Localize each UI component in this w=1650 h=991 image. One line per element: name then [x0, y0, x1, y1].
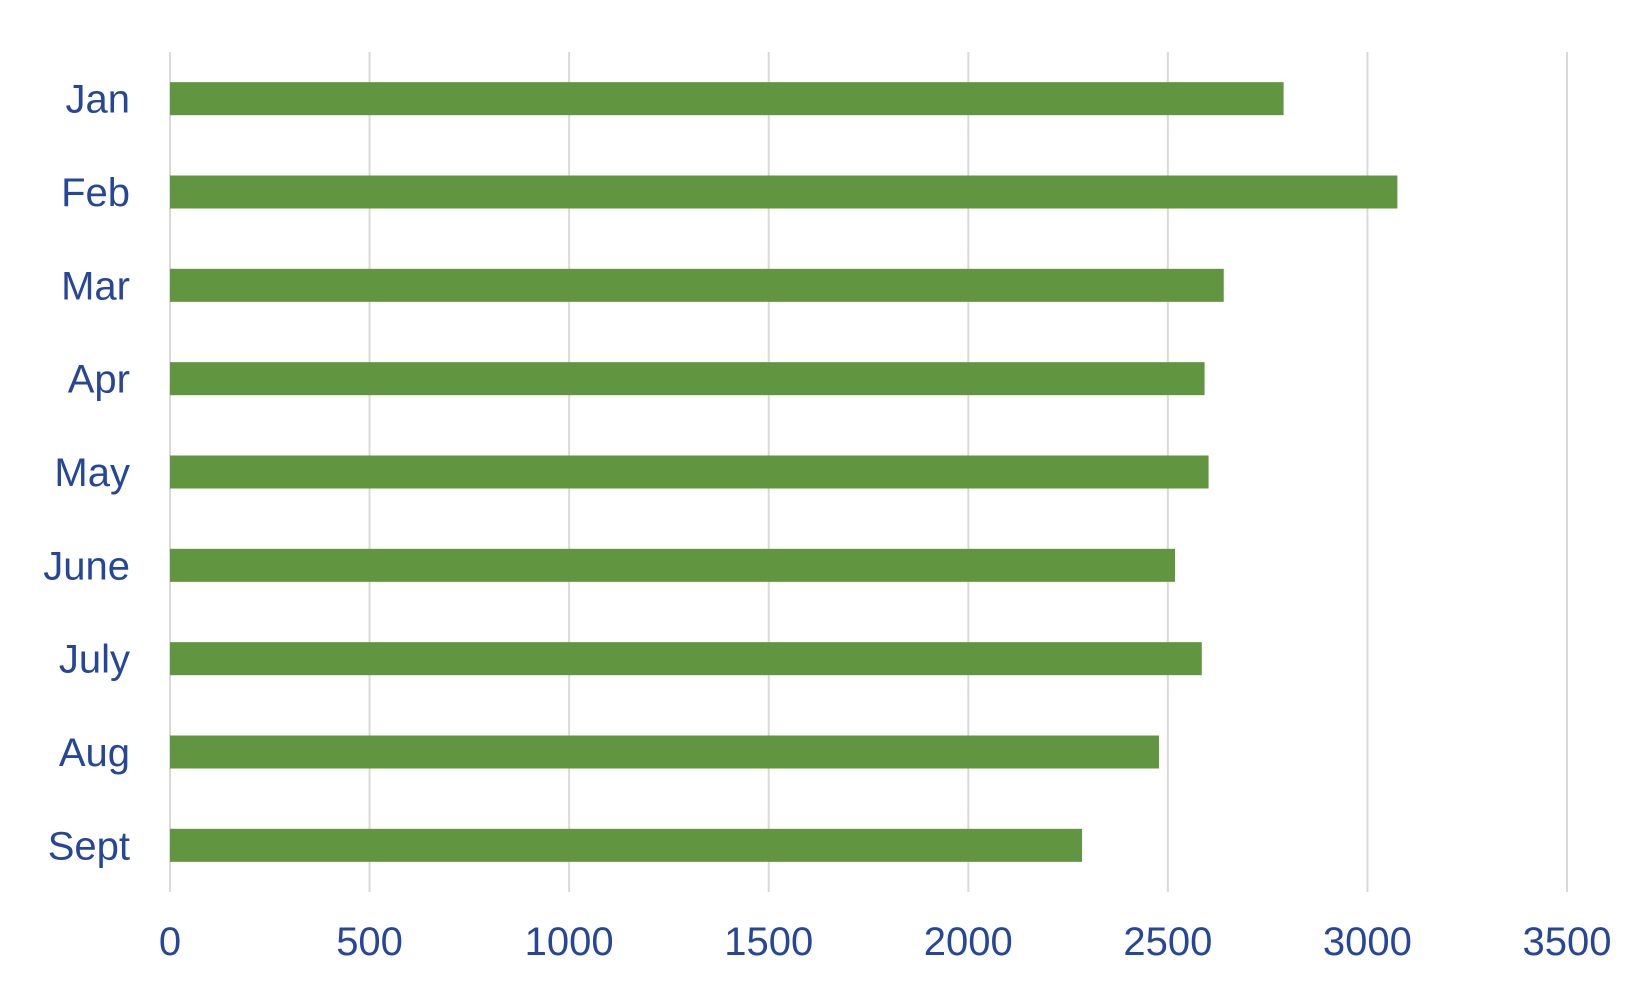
x-tick-label: 1000: [525, 920, 614, 964]
category-label-mar: Mar: [61, 264, 130, 308]
x-tick-label: 3500: [1523, 920, 1612, 964]
category-axis: Jan Feb Mar Apr May June July Aug Sept: [43, 78, 130, 869]
category-label-aug: Aug: [59, 731, 130, 775]
bars: [170, 82, 1398, 862]
x-tick-label: 1500: [724, 920, 813, 964]
bar-jan: [170, 82, 1284, 116]
bar-mar: [170, 268, 1224, 302]
category-label-sept: Sept: [48, 824, 130, 868]
bar-aug: [170, 735, 1160, 769]
bar-july: [170, 642, 1202, 676]
category-label-jan: Jan: [66, 78, 131, 122]
x-tick-label: 3000: [1323, 920, 1412, 964]
x-tick-label: 500: [336, 920, 403, 964]
x-tick-label: 2500: [1123, 920, 1212, 964]
bar-sept: [170, 828, 1083, 862]
bar-apr: [170, 362, 1205, 396]
category-label-feb: Feb: [61, 171, 130, 215]
value-axis: 0 500 1000 1500 2000 2500 3000 3500: [159, 920, 1612, 964]
category-label-apr: Apr: [68, 358, 130, 402]
bar-june: [170, 548, 1176, 582]
x-tick-label: 2000: [924, 920, 1013, 964]
category-label-may: May: [54, 451, 130, 495]
category-label-june: June: [43, 544, 130, 588]
category-label-july: July: [59, 638, 130, 682]
bar-may: [170, 455, 1209, 489]
x-tick-label: 0: [159, 920, 181, 964]
bar-feb: [170, 175, 1398, 209]
